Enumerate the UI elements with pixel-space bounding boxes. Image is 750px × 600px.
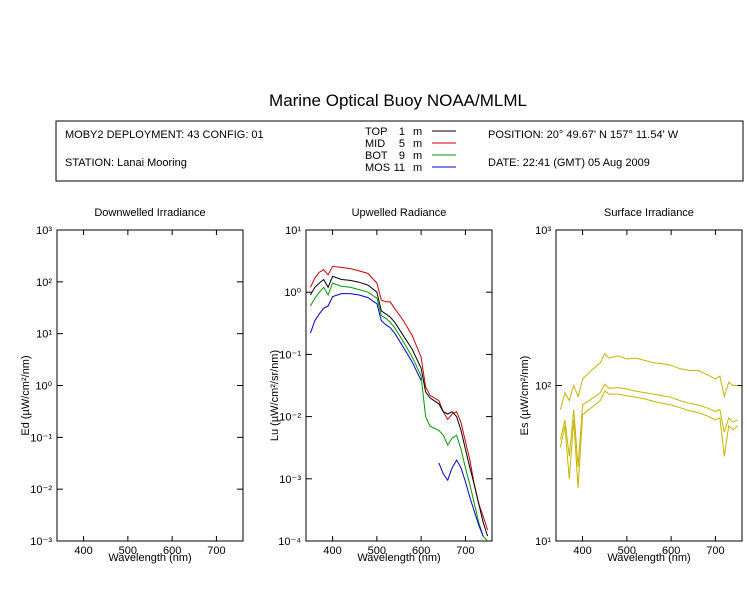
station-text: STATION: Lanai Mooring	[65, 157, 187, 169]
series-es2-line	[559, 383, 738, 467]
series-mid-line	[309, 265, 489, 531]
legend-name: MOS	[365, 162, 390, 174]
panel-title: Upwelled Radiance	[352, 207, 447, 219]
panel-3: Surface Irradiance 400 500 600 700 Wavelength…	[519, 207, 743, 564]
y-tick-label: 10⁰	[284, 287, 301, 299]
legend-name: MID	[365, 138, 385, 150]
plot-frame	[56, 229, 244, 542]
y-tick-label: 10²	[36, 277, 52, 289]
series-group	[309, 265, 489, 541]
plot-frame	[305, 229, 493, 542]
y-tick-label: 10⁻²	[279, 412, 301, 424]
legend-unit: m	[413, 138, 422, 150]
y-axis-label: Es (µW/cm²/nm)	[519, 356, 531, 436]
deployment-text: MOBY2 DEPLOYMENT: 43 CONFIG: 01	[65, 129, 264, 141]
figure-title: Marine Optical Buoy NOAA/MLML	[269, 91, 527, 110]
legend-depth: 11	[394, 162, 405, 174]
legend-unit: m	[413, 150, 422, 162]
x-tick-label: 400	[74, 545, 92, 557]
legend-name: BOT	[365, 150, 388, 162]
date-text: DATE: 22:41 (GMT) 05 Aug 2009	[488, 157, 650, 169]
x-axis-label: Wavelength (nm)	[607, 552, 690, 564]
x-tick-label: 400	[323, 545, 341, 557]
y-tick-label: 10⁰	[35, 381, 52, 393]
legend-unit: m	[413, 162, 422, 174]
x-axis-label: Wavelength (nm)	[357, 552, 440, 564]
series-es1-line	[559, 352, 738, 410]
x-tick-label: 700	[456, 545, 474, 557]
x-tick-label: 600	[662, 545, 680, 557]
x-tick-label: 500	[368, 545, 386, 557]
series-es3-line	[559, 390, 738, 488]
series-mos-line	[309, 293, 484, 537]
x-tick-label: 600	[163, 545, 181, 557]
panels: Downwelled Irradiance 400 500 600 700 Wavelen…	[20, 207, 743, 564]
info-box	[55, 120, 744, 182]
legend-unit: m	[413, 126, 422, 138]
x-tick-label: 700	[706, 545, 724, 557]
x-tick-label: 700	[207, 545, 225, 557]
y-tick-label: 10¹	[36, 329, 52, 341]
legend-entry-mid: MID 5 m	[365, 138, 456, 150]
x-tick-label: 500	[119, 545, 137, 557]
y-tick-label: 10¹	[535, 536, 551, 548]
x-axis-label: Wavelength (nm)	[108, 552, 191, 564]
legend-depth: 9	[399, 150, 405, 162]
position-text: POSITION: 20° 49.67' N 157° 11.54' W	[488, 129, 679, 141]
x-tick-label: 500	[618, 545, 636, 557]
series-top-line	[309, 275, 489, 537]
y-tick-label: 10³	[535, 225, 551, 237]
panel-2: Upwelled Radiance 400 500 600 700 Wavelength …	[269, 207, 493, 564]
panel-1: Downwelled Irradiance 400 500 600 700 Wavelen…	[20, 207, 244, 564]
y-axis-label: Ed (µW/cm²/nm)	[20, 355, 32, 435]
legend-name: TOP	[365, 126, 387, 138]
legend-entry-top: TOP 1 m	[365, 126, 456, 138]
y-tick-label: 10⁻³	[279, 474, 301, 486]
legend-entry-mos: MOS 11 m	[365, 162, 456, 174]
series-bot-line	[309, 282, 488, 541]
y-axis-label: Lu (µW/cm²/sr/nm)	[269, 350, 281, 441]
panel-title: Surface Irradiance	[604, 207, 694, 219]
y-tick-label: 10³	[36, 225, 52, 237]
y-tick-label: 10⁻¹	[279, 349, 301, 361]
series-group	[559, 352, 738, 488]
legend-entry-bot: BOT 9 m	[365, 150, 456, 162]
y-tick-label: 10⁻²	[30, 484, 52, 496]
y-tick-label: 10⁻¹	[30, 432, 52, 444]
y-tick-label: 10⁻³	[30, 536, 52, 548]
plot-frame	[555, 229, 743, 542]
legend-depth: 5	[399, 138, 405, 150]
y-tick-label: 10⁻⁴	[278, 536, 301, 548]
legend-depth: 1	[399, 126, 405, 138]
x-tick-label: 400	[573, 545, 591, 557]
panel-title: Downwelled Irradiance	[94, 207, 205, 219]
x-tick-label: 600	[412, 545, 430, 557]
y-tick-label: 10¹	[285, 225, 301, 237]
y-tick-label: 10²	[535, 381, 551, 393]
